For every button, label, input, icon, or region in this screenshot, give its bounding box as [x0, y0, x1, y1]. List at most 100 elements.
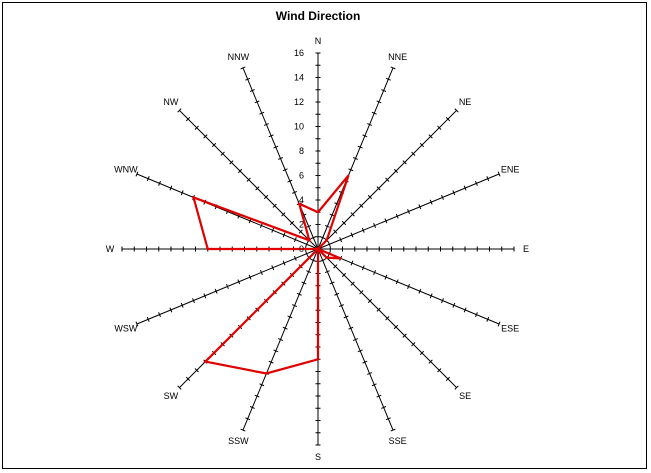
axis-tick [445, 376, 451, 382]
axis-tick [305, 251, 309, 257]
axis-tick [437, 125, 442, 130]
axis-tick [310, 236, 316, 240]
axis-tick [367, 194, 373, 200]
axis-tick [384, 218, 388, 224]
axis-tick [324, 270, 330, 274]
axis-tick [327, 241, 331, 247]
data-point-nne [347, 174, 350, 177]
axis-tick [393, 324, 399, 330]
axis-tick [428, 134, 433, 139]
axis-tick [273, 145, 279, 149]
axis-tick [177, 385, 182, 390]
axis-tick [419, 142, 425, 148]
axis-tick [301, 281, 307, 285]
axis-tick [287, 179, 293, 183]
axis-tick [445, 116, 451, 122]
axis-tick [429, 293, 433, 299]
direction-label-sw: SW [164, 391, 179, 401]
axis-tick [402, 160, 407, 165]
axis-tick [381, 406, 387, 409]
radial-tick-label: 4 [299, 195, 304, 205]
axis-tick [192, 298, 195, 304]
axis-tick [289, 220, 295, 226]
direction-label-sse: SSE [389, 436, 407, 446]
axis-tick [333, 229, 338, 234]
direction-label-nnw: NNW [228, 52, 250, 62]
axis-tick [390, 428, 396, 432]
radial-tick-label: 12 [294, 97, 304, 107]
axis-tick [180, 190, 184, 196]
axis-tick [220, 151, 225, 156]
radial-tick-label: 6 [299, 171, 304, 181]
axis-tick [259, 223, 263, 229]
axis-tick [348, 168, 354, 172]
axis-tick [428, 359, 433, 364]
axis-tick [348, 326, 354, 330]
axis-tick [306, 270, 312, 274]
radial-tick-label: 0 [299, 244, 304, 254]
axis-tick [194, 368, 199, 373]
axis-tick [214, 288, 218, 294]
axis-tick [338, 304, 344, 308]
axis-tick [343, 315, 349, 319]
axis-tick [169, 307, 173, 313]
direction-label-nne: NNE [388, 52, 407, 62]
axis-tick [177, 108, 182, 113]
axis-tick [418, 288, 422, 294]
axis-tick [452, 302, 456, 308]
axis-tick [320, 258, 326, 262]
axis-tick [333, 264, 338, 269]
axis-tick [429, 199, 433, 205]
axis-tick [352, 157, 359, 160]
axis-tick [135, 321, 139, 327]
axis-tick [272, 203, 277, 208]
axis-tick [329, 281, 335, 285]
axis-tick [277, 157, 284, 160]
axis-tick [263, 194, 269, 200]
axis-tick [390, 66, 396, 70]
axis-tick [376, 394, 382, 398]
axis-tick [194, 125, 199, 130]
axis-tick [359, 203, 364, 208]
direction-label-e: E [523, 244, 529, 254]
axis-tick [158, 312, 161, 318]
axis-tick [361, 227, 365, 233]
axis-tick [454, 108, 459, 113]
axis-tick [497, 171, 501, 177]
axis-tick [371, 383, 377, 387]
axis-tick [357, 349, 363, 353]
axis-tick [292, 190, 298, 194]
axis-tick [271, 227, 275, 233]
axis-tick [249, 89, 255, 92]
axis-tick [245, 417, 251, 421]
data-point-ne [325, 239, 328, 242]
axis-tick [402, 333, 407, 338]
axis-tick [293, 255, 297, 261]
axis-tick [339, 237, 343, 243]
axis-tick [135, 171, 139, 177]
axis-tick [371, 111, 377, 115]
axis-tick [169, 185, 173, 191]
axis-tick [367, 123, 373, 126]
axis-tick [229, 160, 234, 165]
axis-tick [381, 89, 387, 92]
axis-tick [211, 142, 217, 148]
axis-tick [305, 241, 309, 247]
axis-tick [226, 283, 229, 290]
axis-tick [306, 224, 312, 228]
axis-tick [419, 350, 425, 356]
axis-tick [287, 315, 293, 319]
axis-tick [249, 406, 255, 409]
axis-tick [248, 274, 252, 280]
axis-tick [373, 223, 377, 229]
axis-tick [254, 100, 260, 104]
data-point-ssw [265, 372, 268, 375]
data-point-ese [339, 257, 342, 260]
axis-tick [146, 316, 150, 322]
axis-tick [385, 177, 390, 182]
axis-tick [185, 116, 191, 122]
axis-tick [282, 232, 286, 238]
axis-tick [282, 260, 286, 266]
axis-tick [497, 321, 501, 327]
data-point-nnw [298, 202, 301, 205]
